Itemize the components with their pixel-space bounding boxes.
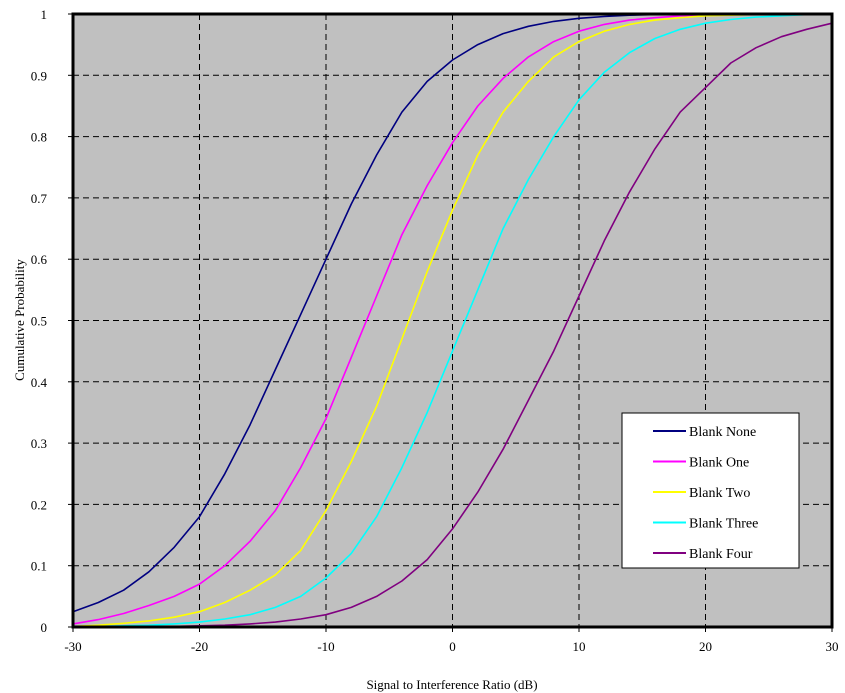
x-tick-label: -10 [317, 639, 334, 654]
y-axis-title: Cumulative Probability [12, 259, 27, 381]
y-tick-label: 0.5 [31, 314, 47, 329]
x-tick-label: 20 [699, 639, 712, 654]
y-tick-label: 0.8 [31, 130, 47, 145]
x-axis-ticks: -30 -20 -10 0 10 20 30 [64, 627, 839, 654]
y-tick-label: 0.1 [31, 559, 47, 574]
legend-label-blank-two: Blank Two [689, 486, 750, 501]
y-tick-label: 0.9 [31, 68, 47, 83]
x-tick-label: 30 [826, 639, 839, 654]
legend-label-blank-none: Blank None [689, 425, 756, 440]
y-tick-label: 0.4 [31, 375, 48, 390]
y-tick-label: 1 [41, 7, 48, 22]
y-tick-label: 0.3 [31, 436, 47, 451]
x-tick-label: 10 [573, 639, 586, 654]
y-tick-label: 0.6 [31, 252, 48, 267]
legend: Blank None Blank One Blank Two Blank Three B… [621, 412, 800, 569]
x-tick-label: 0 [449, 639, 456, 654]
series-line-blank-three [72, 13, 833, 628]
y-tick-label: 0.2 [31, 497, 47, 512]
y-tick-label: 0.7 [31, 191, 48, 206]
y-axis-ticks: 0 0.1 0.2 0.3 0.4 0.5 0.6 0.7 0.8 0.9 1 [31, 7, 73, 635]
legend-label-blank-four: Blank Four [689, 547, 753, 562]
x-tick-label: -20 [191, 639, 208, 654]
legend-box [621, 412, 800, 569]
legend-label-blank-three: Blank Three [689, 517, 758, 532]
series-line-blank-two [72, 13, 832, 628]
x-axis-title: Signal to Interference Ratio (dB) [366, 677, 537, 692]
x-tick-label: -30 [64, 639, 81, 654]
legend-label-blank-one: Blank One [689, 456, 749, 471]
legend-items: Blank None Blank One Blank Two Blank Three B… [653, 425, 758, 562]
y-tick-label: 0 [41, 620, 48, 635]
